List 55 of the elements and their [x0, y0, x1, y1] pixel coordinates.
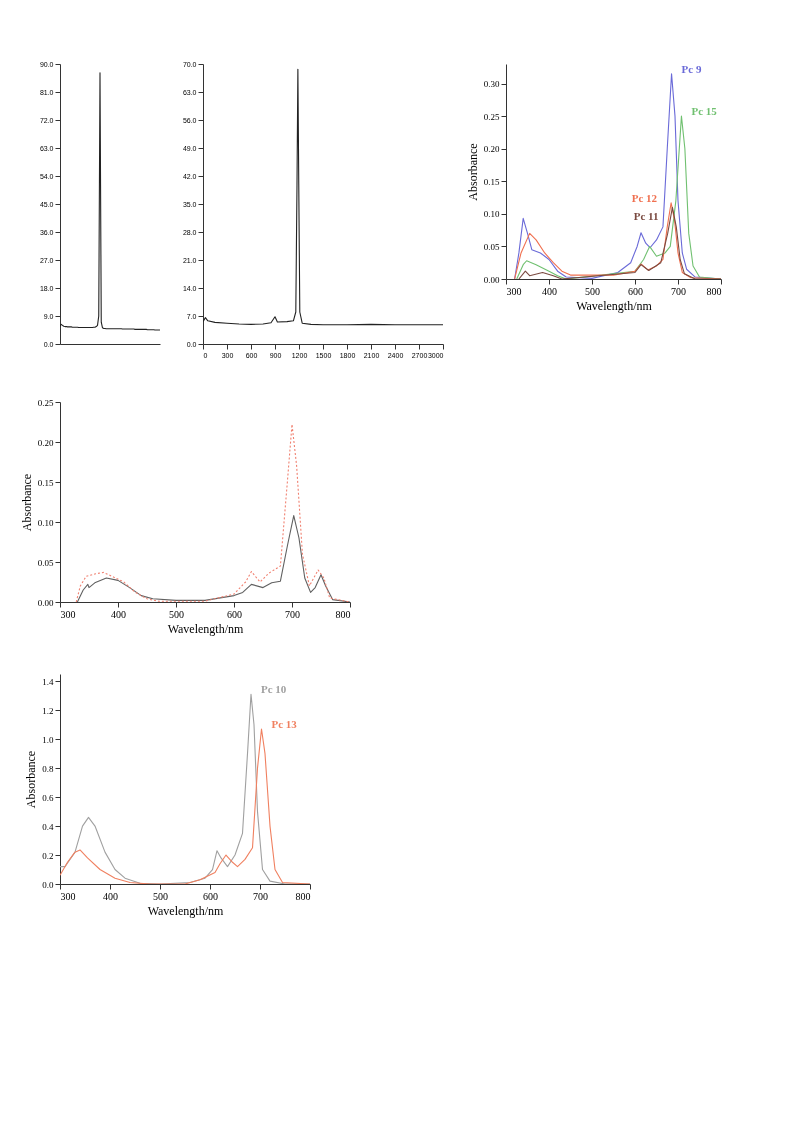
series-label: Pc 10 [261, 683, 287, 696]
line-series [75, 423, 350, 602]
y-tick-label: 1.2 [42, 705, 54, 716]
y-tick-label: 0.8 [42, 763, 54, 774]
y-tick-label: 0.10 [37, 517, 54, 528]
x-tick-label: 800 [295, 890, 311, 902]
x-tick-label: 600 [227, 608, 242, 620]
y-tick-label: 0.6 [42, 792, 54, 803]
y-tick-label: 0.4 [42, 821, 54, 832]
x-tick-label: 500 [585, 285, 600, 297]
x-axis-title: Wavelength/nm [147, 903, 224, 918]
x-tick-label: 700 [253, 890, 268, 902]
x-tick-label: 800 [335, 608, 351, 620]
y-tick-label: 1.0 [42, 734, 54, 745]
y-tick-label: 0.00 [483, 274, 500, 285]
x-tick-label: 500 [153, 890, 168, 902]
x-tick-label: 800 [706, 285, 722, 297]
x-tick-label: 700 [671, 285, 686, 297]
x-axis-title: Wavelength/nm [167, 621, 244, 636]
y-axis-title: Absorbance [19, 473, 34, 532]
series-label: Pc 12 [631, 191, 658, 204]
y-tick-label: 1.4 [42, 676, 54, 687]
x-tick-label: 600 [203, 890, 218, 902]
y-tick-label: 0.20 [483, 144, 500, 155]
line-series [60, 72, 160, 331]
x-tick-label: 400 [111, 608, 126, 620]
y-tick-label: 0.00 [37, 597, 54, 608]
y-tick-label: 0.25 [483, 111, 500, 122]
series-label: Pc 13 [271, 718, 298, 731]
y-tick-label: 0.05 [483, 241, 500, 252]
series-label: Pc 9 [681, 62, 702, 75]
x-tick-label: 500 [169, 608, 184, 620]
x-tick-label: 300 [60, 890, 76, 902]
x-tick-label: 400 [542, 285, 557, 297]
y-axis-title: Absorbance [465, 143, 480, 201]
line-series [203, 68, 443, 326]
y-tick-label: 0.10 [483, 209, 500, 220]
y-tick-label: 0.20 [37, 437, 54, 448]
y-axis-title: Absorbance [24, 750, 39, 809]
y-tick-label: 0.25 [37, 397, 54, 408]
y-tick-label: 0.05 [37, 557, 54, 568]
series-label: Pc 11 [633, 210, 659, 223]
line-series [76, 515, 350, 602]
series-label: Pc 15 [691, 105, 718, 118]
x-tick-label: 400 [103, 890, 118, 902]
y-tick-label: 0.15 [37, 477, 54, 488]
y-tick-label: 0.30 [483, 79, 500, 90]
x-tick-label: 600 [628, 285, 643, 297]
x-axis-title: Wavelength/nm [576, 298, 653, 313]
x-tick-label: 700 [285, 608, 300, 620]
y-tick-label: 0.15 [483, 176, 500, 187]
y-tick-label: 0.0 [42, 879, 54, 890]
y-tick-label: 0.2 [42, 850, 54, 861]
x-tick-label: 300 [506, 285, 522, 297]
x-tick-label: 300 [60, 608, 76, 620]
